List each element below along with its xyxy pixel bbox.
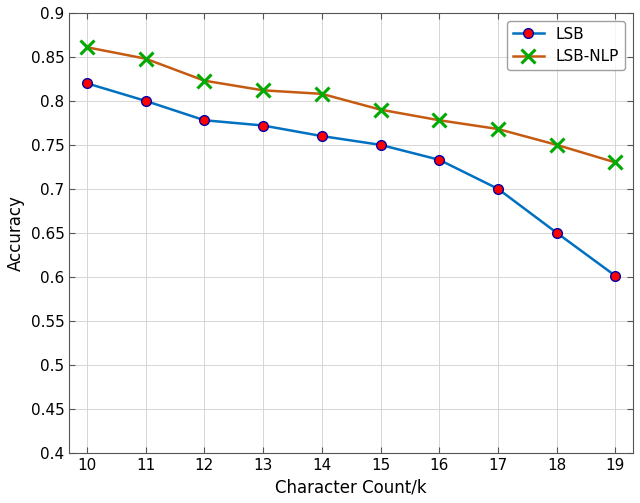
LSB-NLP: [259, 88, 267, 94]
LSB: [83, 80, 91, 87]
LSB: [435, 157, 443, 163]
Y-axis label: Accuracy: Accuracy: [7, 195, 25, 271]
LSB: [612, 273, 620, 279]
LSB-NLP: [612, 159, 620, 165]
Line: LSB: LSB: [82, 78, 620, 281]
LSB-NLP: [318, 91, 326, 97]
Line: LSB-NLP: LSB-NLP: [80, 40, 622, 170]
LSB: [141, 98, 149, 104]
LSB: [200, 117, 208, 123]
Legend: LSB, LSB-NLP: LSB, LSB-NLP: [507, 21, 625, 70]
LSB: [553, 230, 561, 236]
LSB: [259, 123, 267, 129]
LSB: [494, 186, 502, 192]
LSB-NLP: [200, 77, 208, 83]
LSB-NLP: [141, 56, 149, 62]
LSB-NLP: [377, 107, 385, 113]
LSB-NLP: [553, 142, 561, 148]
LSB-NLP: [83, 44, 91, 50]
LSB-NLP: [435, 117, 443, 123]
X-axis label: Character Count/k: Character Count/k: [275, 478, 427, 496]
LSB: [318, 133, 326, 139]
LSB: [377, 142, 385, 148]
LSB-NLP: [494, 126, 502, 132]
